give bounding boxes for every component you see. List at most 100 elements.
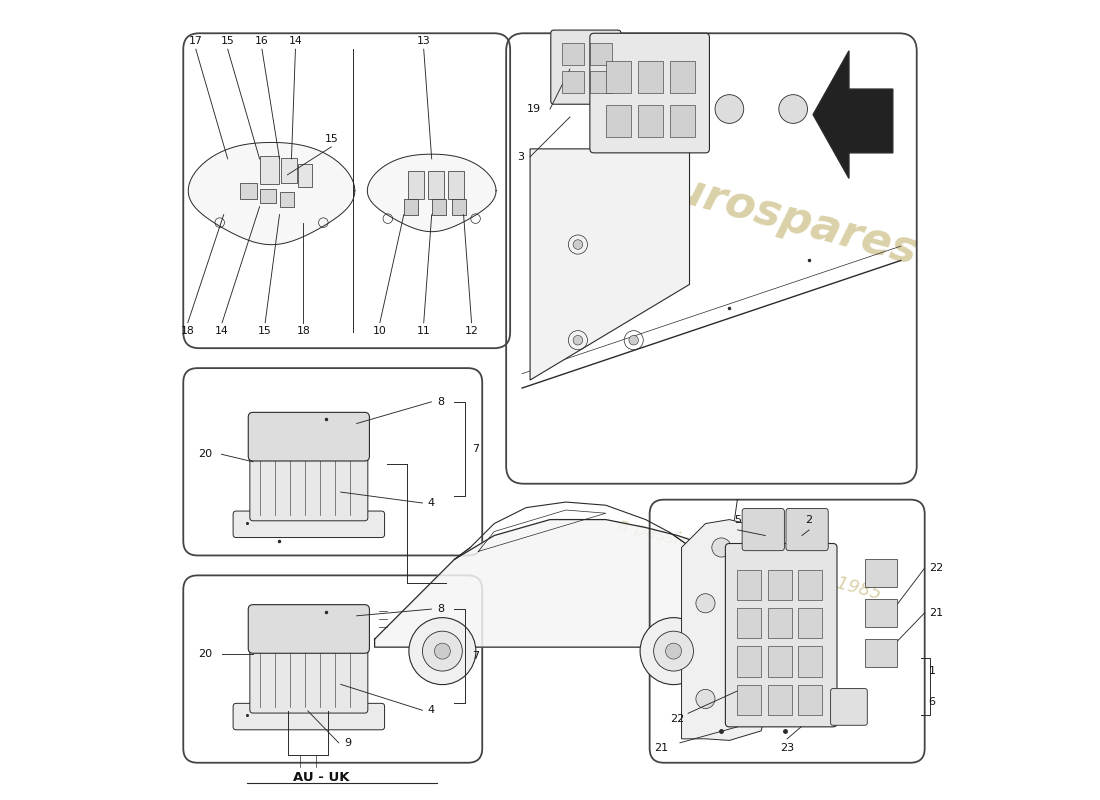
Bar xyxy=(638,61,663,93)
Circle shape xyxy=(573,335,583,345)
Bar xyxy=(798,685,822,715)
Bar xyxy=(798,608,822,638)
Text: 5: 5 xyxy=(734,514,741,525)
Text: 20: 20 xyxy=(198,450,212,459)
Polygon shape xyxy=(367,154,496,232)
Bar xyxy=(431,198,446,214)
Text: 7: 7 xyxy=(472,651,480,661)
Bar xyxy=(408,170,424,198)
Circle shape xyxy=(779,94,807,123)
Text: 22: 22 xyxy=(670,714,684,724)
Polygon shape xyxy=(682,519,778,741)
Text: eurospares: eurospares xyxy=(640,159,923,274)
Text: 18: 18 xyxy=(180,326,195,336)
Circle shape xyxy=(434,643,450,659)
Bar xyxy=(798,570,822,600)
Circle shape xyxy=(696,594,715,613)
FancyBboxPatch shape xyxy=(233,703,385,730)
Text: 11: 11 xyxy=(417,326,430,336)
Text: 4: 4 xyxy=(428,706,435,715)
Text: 16: 16 xyxy=(255,36,268,46)
Text: 7: 7 xyxy=(472,444,480,454)
Text: 18: 18 xyxy=(297,326,310,336)
FancyBboxPatch shape xyxy=(742,509,784,550)
Circle shape xyxy=(573,240,583,250)
Bar xyxy=(798,646,822,677)
Bar xyxy=(737,608,761,638)
Bar xyxy=(670,105,695,137)
Text: a passion for parts since 1985: a passion for parts since 1985 xyxy=(616,515,883,603)
Circle shape xyxy=(715,94,744,123)
Text: 9: 9 xyxy=(344,738,351,748)
Text: 15: 15 xyxy=(221,36,234,46)
Polygon shape xyxy=(530,149,690,380)
Bar xyxy=(768,608,792,638)
FancyBboxPatch shape xyxy=(249,605,370,654)
Bar xyxy=(279,193,294,206)
Bar xyxy=(240,182,257,198)
FancyBboxPatch shape xyxy=(551,30,622,104)
FancyBboxPatch shape xyxy=(725,543,837,727)
Text: 10: 10 xyxy=(373,326,387,336)
Polygon shape xyxy=(375,519,766,647)
Polygon shape xyxy=(813,51,893,178)
Circle shape xyxy=(653,631,693,671)
Bar xyxy=(298,165,312,186)
Text: 13: 13 xyxy=(417,36,430,46)
Text: 14: 14 xyxy=(288,36,302,46)
FancyBboxPatch shape xyxy=(249,412,370,461)
Bar xyxy=(428,170,443,198)
FancyBboxPatch shape xyxy=(233,511,385,538)
Bar xyxy=(562,43,584,65)
Text: 12: 12 xyxy=(464,326,478,336)
Bar xyxy=(865,559,896,587)
Bar xyxy=(562,70,584,93)
Bar xyxy=(282,158,297,182)
Bar xyxy=(670,61,695,93)
Bar xyxy=(404,198,418,214)
Text: AU - UK: AU - UK xyxy=(293,770,349,783)
Circle shape xyxy=(409,618,476,685)
Text: 15: 15 xyxy=(324,134,338,144)
Text: 19: 19 xyxy=(527,104,541,114)
Circle shape xyxy=(712,538,732,557)
Text: 22: 22 xyxy=(928,563,943,573)
Bar xyxy=(768,685,792,715)
Text: 8: 8 xyxy=(437,397,444,407)
Bar xyxy=(606,105,631,137)
Polygon shape xyxy=(188,142,355,245)
Text: 8: 8 xyxy=(437,604,444,614)
FancyBboxPatch shape xyxy=(590,34,710,153)
FancyBboxPatch shape xyxy=(250,447,367,521)
Bar xyxy=(452,198,466,214)
Bar xyxy=(865,639,896,667)
Bar xyxy=(590,70,613,93)
Text: 14: 14 xyxy=(216,326,229,336)
Text: 2: 2 xyxy=(805,514,813,525)
Bar xyxy=(638,105,663,137)
Text: 6: 6 xyxy=(928,698,936,707)
Text: 21: 21 xyxy=(653,743,668,754)
Bar xyxy=(606,61,631,93)
Text: 15: 15 xyxy=(258,326,272,336)
Text: 1: 1 xyxy=(928,666,936,676)
Bar xyxy=(865,599,896,627)
Circle shape xyxy=(629,335,638,345)
Bar xyxy=(737,685,761,715)
Bar xyxy=(768,646,792,677)
Bar xyxy=(768,570,792,600)
Text: 17: 17 xyxy=(189,36,202,46)
FancyBboxPatch shape xyxy=(830,689,867,726)
FancyBboxPatch shape xyxy=(786,509,828,550)
Text: 21: 21 xyxy=(928,608,943,618)
Text: 4: 4 xyxy=(428,498,435,508)
Circle shape xyxy=(640,618,707,685)
Bar xyxy=(260,190,276,202)
Circle shape xyxy=(696,690,715,709)
Circle shape xyxy=(666,643,682,659)
Circle shape xyxy=(422,631,462,671)
FancyBboxPatch shape xyxy=(250,640,367,713)
Text: 20: 20 xyxy=(198,649,212,659)
Bar xyxy=(590,43,613,65)
Text: 3: 3 xyxy=(517,152,524,162)
